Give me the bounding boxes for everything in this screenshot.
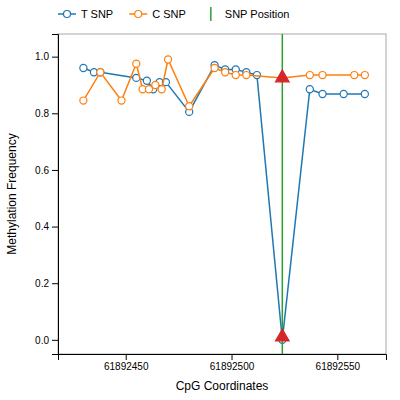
tick-mark bbox=[52, 227, 58, 228]
point bbox=[97, 69, 104, 76]
tick: 0.8 bbox=[35, 108, 58, 119]
point bbox=[164, 56, 171, 63]
point bbox=[306, 86, 313, 93]
point bbox=[351, 71, 358, 78]
legend-item: C SNP bbox=[129, 8, 186, 20]
y-axis-title: Methylation Frequency bbox=[5, 133, 19, 254]
series-line bbox=[83, 65, 364, 340]
legend-item: SNP Position bbox=[211, 7, 290, 21]
marker-triangle bbox=[276, 70, 290, 82]
tick-mark bbox=[232, 354, 233, 360]
legend: T SNP C SNP SNP Position bbox=[58, 7, 289, 21]
point bbox=[152, 81, 159, 88]
legend-label: C SNP bbox=[152, 8, 186, 20]
tick-mark bbox=[52, 340, 58, 341]
chart: 61892450 61892500 61892550 0.0 0.2 0.4 0.6 0.8 1… bbox=[0, 0, 400, 400]
tick-mark bbox=[337, 354, 338, 360]
series-line bbox=[83, 59, 364, 106]
marks bbox=[80, 34, 369, 354]
tick-label: 0.2 bbox=[35, 278, 49, 289]
point bbox=[211, 64, 218, 71]
legend-item: T SNP bbox=[58, 8, 113, 20]
x-axis-title: CpG Coordinates bbox=[176, 379, 269, 393]
point bbox=[361, 71, 368, 78]
tick-label: 61892500 bbox=[210, 361, 255, 372]
point bbox=[97, 69, 104, 76]
tick-mark bbox=[52, 113, 58, 114]
tick: 0.2 bbox=[35, 278, 58, 289]
legend-swatch bbox=[210, 7, 212, 21]
x-axis: 61892450 61892500 61892550 bbox=[59, 354, 387, 372]
point bbox=[80, 97, 87, 104]
axis-line bbox=[59, 355, 387, 361]
tick-label: 61892550 bbox=[316, 361, 361, 372]
tick-label: 0.0 bbox=[35, 335, 49, 346]
legend-swatch-marker bbox=[64, 11, 71, 18]
tick-label: 0.6 bbox=[35, 165, 49, 176]
point bbox=[145, 86, 152, 93]
tick-label: 1.0 bbox=[35, 51, 49, 62]
legend-label: T SNP bbox=[81, 8, 113, 20]
point bbox=[158, 86, 165, 93]
plot-frame bbox=[58, 34, 386, 354]
tick-label: 0.4 bbox=[35, 221, 49, 232]
legend-label: SNP Position bbox=[225, 8, 290, 20]
point bbox=[118, 97, 125, 104]
tick: 0.6 bbox=[35, 165, 58, 176]
point bbox=[133, 60, 140, 67]
legend-swatch-marker bbox=[135, 11, 142, 18]
point bbox=[319, 71, 326, 78]
point bbox=[306, 71, 313, 78]
point bbox=[319, 90, 326, 97]
point bbox=[243, 71, 250, 78]
point bbox=[143, 77, 150, 84]
point bbox=[232, 71, 239, 78]
y-axis: 0.0 0.2 0.4 0.6 0.8 1.0 bbox=[35, 35, 58, 355]
point bbox=[361, 90, 368, 97]
tick: 61892550 bbox=[316, 354, 361, 372]
tick: 0.0 bbox=[35, 335, 58, 346]
tick-label: 0.8 bbox=[35, 108, 49, 119]
tick: 61892500 bbox=[210, 354, 255, 372]
axis-line bbox=[52, 35, 59, 355]
point bbox=[186, 103, 193, 110]
tick: 0.4 bbox=[35, 221, 58, 232]
tick-mark bbox=[52, 283, 58, 284]
point bbox=[80, 64, 87, 71]
plot: 61892450 61892500 61892550 0.0 0.2 0.4 0.6 0.8 1… bbox=[5, 34, 387, 393]
tick-mark bbox=[52, 57, 58, 58]
point bbox=[340, 90, 347, 97]
tick-label: 61892450 bbox=[104, 361, 149, 372]
tick-mark bbox=[52, 170, 58, 171]
point bbox=[222, 69, 229, 76]
tick: 1.0 bbox=[35, 51, 58, 62]
tick-mark bbox=[126, 354, 127, 360]
marker-triangle bbox=[276, 329, 290, 341]
tick: 61892450 bbox=[104, 354, 149, 372]
